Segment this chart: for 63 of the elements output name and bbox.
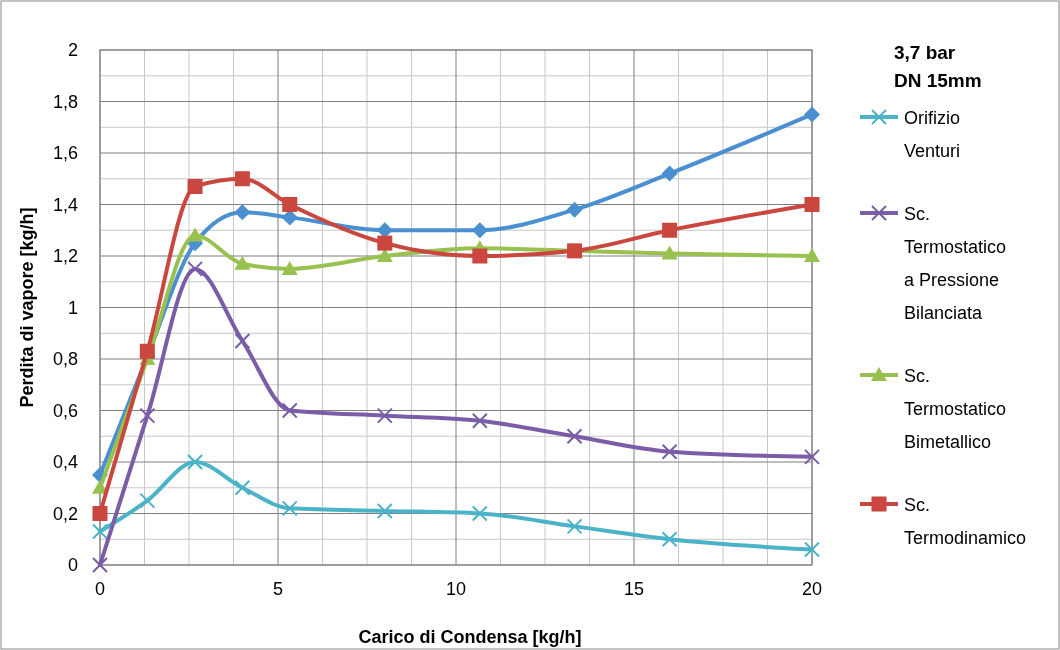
y-tick-label: 0,8 [52,349,78,369]
point [187,227,204,242]
point [234,255,251,270]
point [377,235,393,251]
x-tick-label: 10 [445,579,467,599]
point [139,407,156,424]
y-tick-label: 1,2 [52,246,78,266]
x-tick-label: 20 [801,579,823,599]
point [471,222,488,239]
point [662,222,678,238]
y-tick-label: 0,4 [52,452,78,472]
point [472,248,488,264]
y-tick-label: 1,8 [52,91,78,112]
point [661,165,678,182]
point [139,343,155,359]
point [92,557,108,573]
point [566,428,583,445]
legend-label: Sc. Termodinamico [904,495,1027,548]
y-tick-label: 1,6 [52,143,78,163]
point [281,260,298,275]
y-tick-label: 0,2 [52,503,78,524]
point [234,204,251,221]
point [92,506,108,521]
point [804,448,820,465]
point [282,197,298,212]
legend-label: Sc. Termostatico a Pressione Bilanciata [904,204,1007,323]
point [661,531,678,548]
point [234,332,251,349]
point [187,178,203,194]
y-tick-label: 0 [67,555,78,575]
x-tick-label: 15 [623,579,645,599]
point [92,479,108,494]
point [187,454,204,470]
x-tick-label: 5 [272,579,284,599]
point [376,248,393,262]
point [566,518,583,535]
point [471,505,488,522]
legend-label: Sc. Termostatico Bimetallico [904,366,1007,452]
point [187,260,204,277]
point [92,523,108,540]
y-tick-label: 2 [67,40,78,60]
point [234,479,251,496]
y-axis-title: Perdita di vapore [kg/h] [17,207,37,408]
point [566,201,583,218]
point [281,500,298,517]
point [804,248,820,262]
x-tick-label: 0 [94,579,106,599]
y-tick-label: 0,6 [52,400,78,421]
point [804,106,820,123]
point [804,541,820,558]
point [804,197,820,212]
y-tick-label: 1 [67,297,78,318]
point [234,171,250,187]
point [376,502,393,519]
point [281,402,298,419]
point [471,412,488,429]
y-tick-label: 1,4 [52,194,78,215]
point [661,245,678,260]
x-axis-title: Carico di Condensa [kg/h] [358,627,582,647]
point [661,443,678,460]
point [376,407,393,424]
legend-label: Orifizio Venturi [904,108,961,161]
legend-title: 3,7 bar DN 15mm [894,42,982,91]
